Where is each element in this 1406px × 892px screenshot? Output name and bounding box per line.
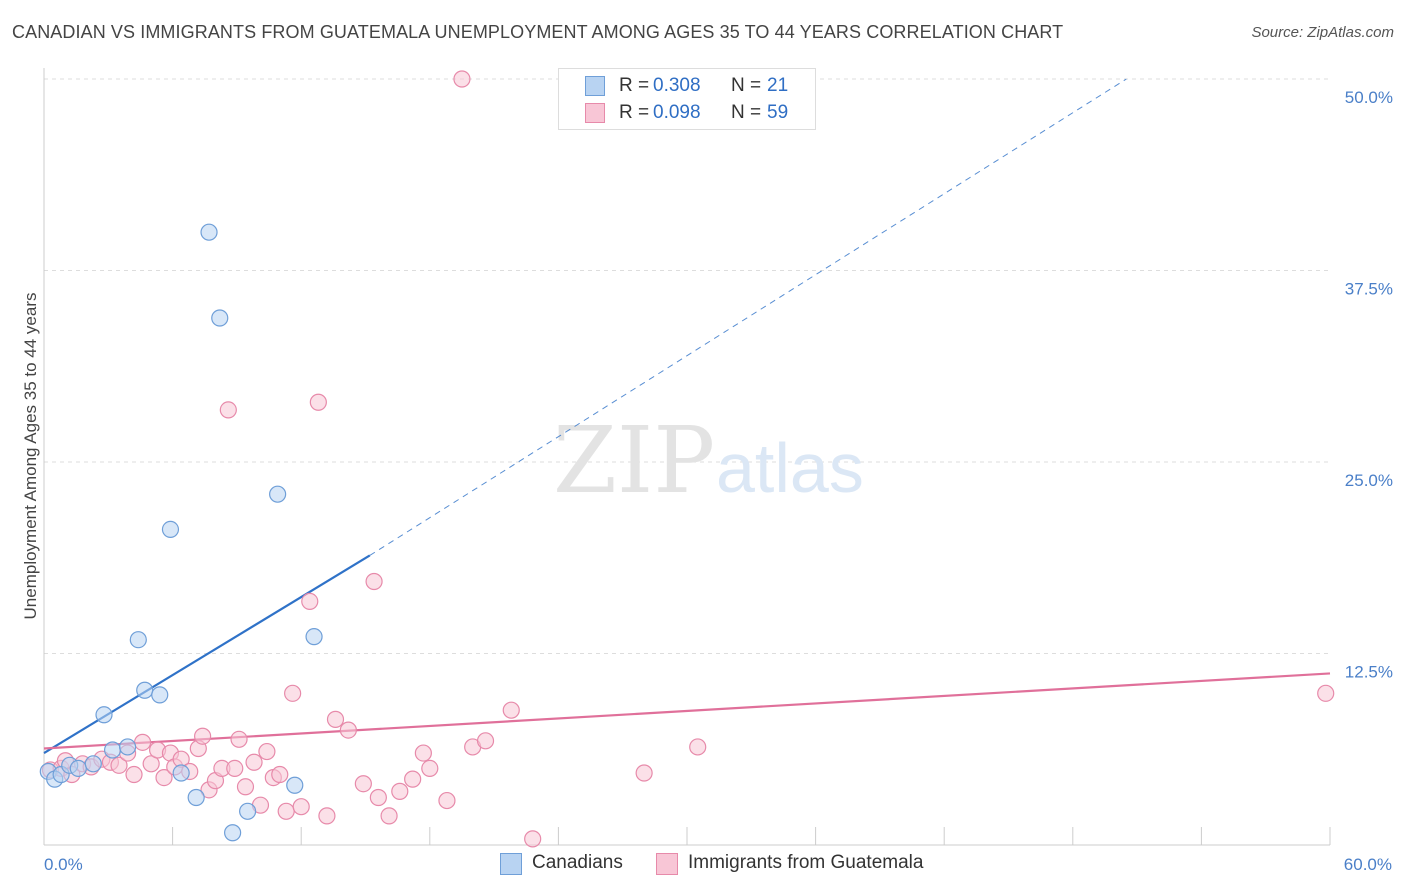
guatemala-point <box>142 755 160 773</box>
canadians-legend-swatch <box>500 853 522 875</box>
watermark: ZIP atlas <box>553 407 864 514</box>
guatemala-point <box>271 765 289 784</box>
guatemala-swatch <box>585 103 605 123</box>
y-tick-labels: 12.5% 25.0% 37.5% 50.0% <box>1345 88 1393 682</box>
guatemala-trend-line <box>43 672 1331 750</box>
canadians-trend-line <box>43 554 371 755</box>
canadians-points <box>39 223 323 842</box>
guatemala-point <box>301 592 319 611</box>
source-credit: Source: ZipAtlas.com <box>1251 24 1394 41</box>
x-tick-labels: 0.0% 60.0% <box>44 855 1392 874</box>
canadians-point <box>211 309 229 327</box>
correlation-legend: R = 0.308 N = 21 R = 0.098 N = 59 <box>558 68 816 130</box>
guatemala-point <box>284 684 302 702</box>
canadians-point <box>129 631 147 649</box>
guatemala-point <box>421 759 439 778</box>
guatemala-point <box>326 710 345 728</box>
watermark-atlas: atlas <box>716 429 864 507</box>
canadians-point <box>224 824 242 842</box>
guatemala-point <box>354 775 372 793</box>
canadians-point <box>95 706 113 724</box>
guatemala-point <box>369 788 387 807</box>
watermark-zip: ZIP <box>553 407 715 514</box>
guatemala-legend-swatch <box>656 853 678 875</box>
canadians-point <box>269 485 287 503</box>
canadians-point <box>161 520 180 539</box>
y-tick-label-2: 37.5% <box>1345 280 1393 299</box>
legend-r-label: R = <box>619 75 655 96</box>
guatemala-point <box>476 732 495 750</box>
canadians-point <box>118 738 137 756</box>
guatemala-point <box>391 782 409 800</box>
guatemala-point <box>365 572 383 591</box>
guatemala-point <box>438 791 456 810</box>
guatemala-point <box>292 798 310 816</box>
y-tick-label-3: 50.0% <box>1345 88 1393 107</box>
guatemala-point <box>1317 684 1335 702</box>
canadians-point <box>305 628 323 646</box>
guatemala-point <box>635 764 653 782</box>
chart-title: CANADIAN VS IMMIGRANTS FROM GUATEMALA UN… <box>12 22 1064 42</box>
x-tick-label-max: 60.0% <box>1344 855 1392 874</box>
guatemala-point <box>236 778 255 796</box>
y-tick-label-1: 25.0% <box>1345 471 1393 490</box>
guatemala-point <box>380 807 398 825</box>
axes <box>43 68 1331 846</box>
guatemala-point <box>414 744 432 762</box>
guatemala-point <box>194 727 212 745</box>
canadians-point <box>136 681 154 699</box>
legend-guatemala-n: 59 <box>767 102 789 123</box>
guatemala-point <box>524 830 542 848</box>
guatemala-point <box>226 759 244 778</box>
guatemala-point <box>245 753 263 771</box>
guatemala-point <box>155 768 173 787</box>
guatemala-point <box>502 701 520 719</box>
canadians-point <box>187 788 205 807</box>
legend-n-label: N = <box>731 102 767 123</box>
guatemala-point <box>309 393 327 411</box>
canadians-point <box>200 223 218 241</box>
y-axis-label: Unemployment Among Ages 35 to 44 years <box>21 293 40 620</box>
legend-r-label: R = <box>619 102 655 123</box>
canadians-point <box>103 741 122 759</box>
legend-canadians-r: 0.308 <box>653 75 701 96</box>
guatemala-point <box>125 765 143 784</box>
guatemala-point <box>219 401 237 419</box>
guatemala-point <box>404 770 422 788</box>
guatemala-point <box>258 742 276 761</box>
gridlines <box>44 78 1330 654</box>
guatemala-point <box>110 756 128 774</box>
guatemala-point <box>453 70 471 88</box>
canadians-point <box>286 776 304 794</box>
guatemala-point <box>689 738 707 756</box>
legend-canadians-n: 21 <box>767 75 789 96</box>
canadians-point <box>172 764 190 782</box>
legend-guatemala-r: 0.098 <box>653 102 701 123</box>
guatemala-point <box>339 721 357 739</box>
guatemala-point <box>318 807 336 825</box>
guatemala-point <box>133 733 152 751</box>
x-tick-label-min: 0.0% <box>44 855 83 874</box>
canadians-point <box>151 686 169 704</box>
canadians-point <box>84 755 102 773</box>
canadians-swatch <box>585 76 605 96</box>
canadians-point <box>239 802 257 820</box>
canadians-point <box>69 759 87 778</box>
guatemala-point <box>230 730 248 748</box>
guatemala-point <box>277 802 295 820</box>
legend-n-label: N = <box>731 75 767 96</box>
y-tick-label-0: 12.5% <box>1345 663 1393 682</box>
guatemala-legend-label: Immigrants from Guatemala <box>688 852 924 873</box>
canadians-legend-label: Canadians <box>532 852 623 873</box>
